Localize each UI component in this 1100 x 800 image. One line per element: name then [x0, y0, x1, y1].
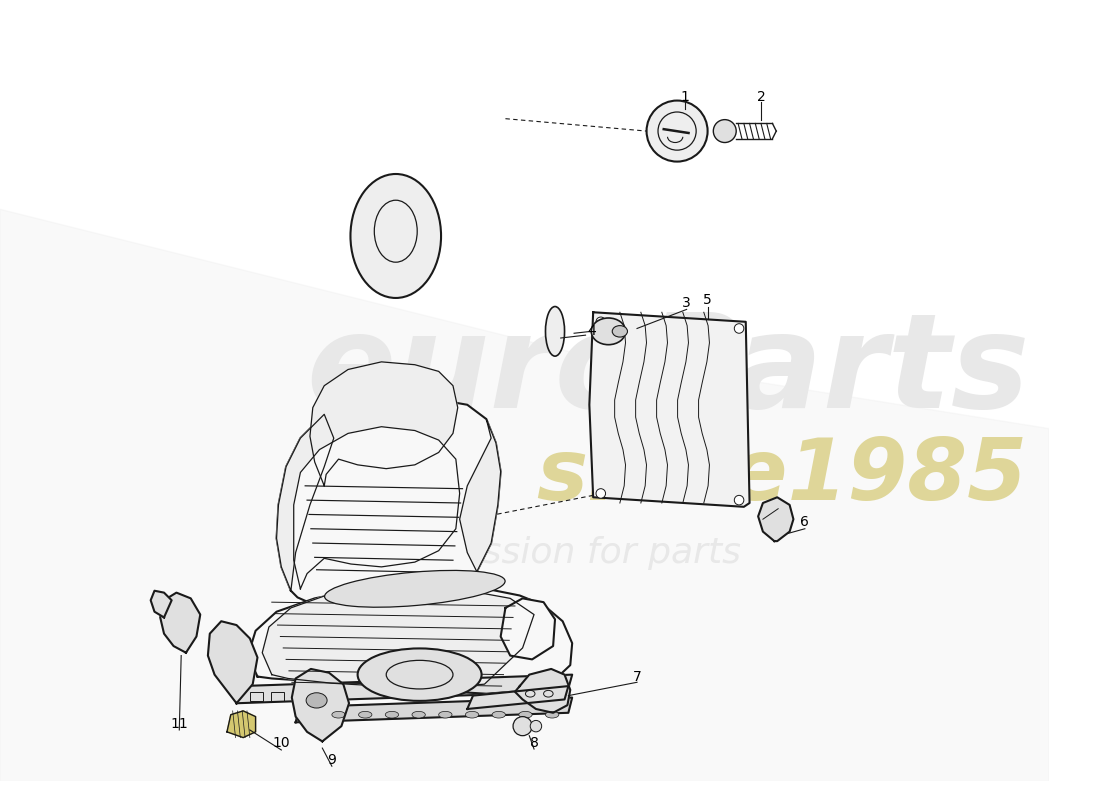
- Polygon shape: [468, 686, 569, 709]
- Text: a passion for parts: a passion for parts: [404, 535, 740, 570]
- Circle shape: [735, 324, 744, 334]
- Ellipse shape: [519, 711, 532, 718]
- Circle shape: [596, 489, 606, 498]
- Circle shape: [530, 721, 541, 732]
- Text: 6: 6: [801, 515, 810, 529]
- Circle shape: [513, 717, 532, 736]
- Ellipse shape: [351, 174, 441, 298]
- Ellipse shape: [412, 711, 426, 718]
- Polygon shape: [227, 711, 255, 738]
- Ellipse shape: [439, 711, 452, 718]
- Circle shape: [713, 120, 736, 142]
- Ellipse shape: [359, 711, 372, 718]
- Ellipse shape: [546, 711, 559, 718]
- Bar: [271, 692, 284, 702]
- Ellipse shape: [306, 693, 327, 708]
- Polygon shape: [310, 362, 458, 486]
- Ellipse shape: [613, 326, 627, 337]
- Polygon shape: [151, 590, 172, 618]
- Text: 2: 2: [757, 90, 766, 104]
- Polygon shape: [276, 414, 333, 590]
- Text: 10: 10: [273, 736, 290, 750]
- Text: 9: 9: [328, 754, 337, 767]
- Ellipse shape: [332, 711, 345, 718]
- Polygon shape: [590, 312, 749, 507]
- Text: 7: 7: [632, 670, 641, 683]
- Ellipse shape: [492, 711, 505, 718]
- Circle shape: [735, 495, 744, 505]
- Text: 11: 11: [170, 718, 188, 731]
- Ellipse shape: [324, 570, 505, 607]
- Circle shape: [596, 317, 606, 326]
- Text: euroParts: euroParts: [306, 308, 1030, 435]
- Polygon shape: [208, 622, 257, 703]
- Polygon shape: [276, 398, 500, 629]
- Circle shape: [647, 101, 707, 162]
- Polygon shape: [161, 593, 200, 653]
- Ellipse shape: [465, 711, 478, 718]
- Polygon shape: [758, 498, 793, 541]
- Text: 8: 8: [529, 736, 539, 750]
- Ellipse shape: [592, 318, 626, 345]
- Ellipse shape: [358, 649, 482, 701]
- Text: 3: 3: [682, 296, 691, 310]
- Polygon shape: [515, 669, 570, 713]
- Polygon shape: [248, 584, 572, 694]
- Polygon shape: [236, 674, 572, 703]
- Polygon shape: [296, 698, 572, 722]
- Text: 1: 1: [680, 90, 689, 104]
- Polygon shape: [0, 210, 1049, 782]
- Ellipse shape: [385, 711, 398, 718]
- Polygon shape: [292, 669, 349, 742]
- Text: 5: 5: [703, 293, 712, 307]
- Text: 4: 4: [587, 324, 595, 338]
- Polygon shape: [294, 426, 460, 589]
- Polygon shape: [460, 419, 500, 572]
- Text: since1985: since1985: [537, 434, 1027, 518]
- Polygon shape: [262, 585, 534, 688]
- Polygon shape: [500, 598, 556, 659]
- Bar: [250, 692, 263, 702]
- Ellipse shape: [546, 306, 564, 356]
